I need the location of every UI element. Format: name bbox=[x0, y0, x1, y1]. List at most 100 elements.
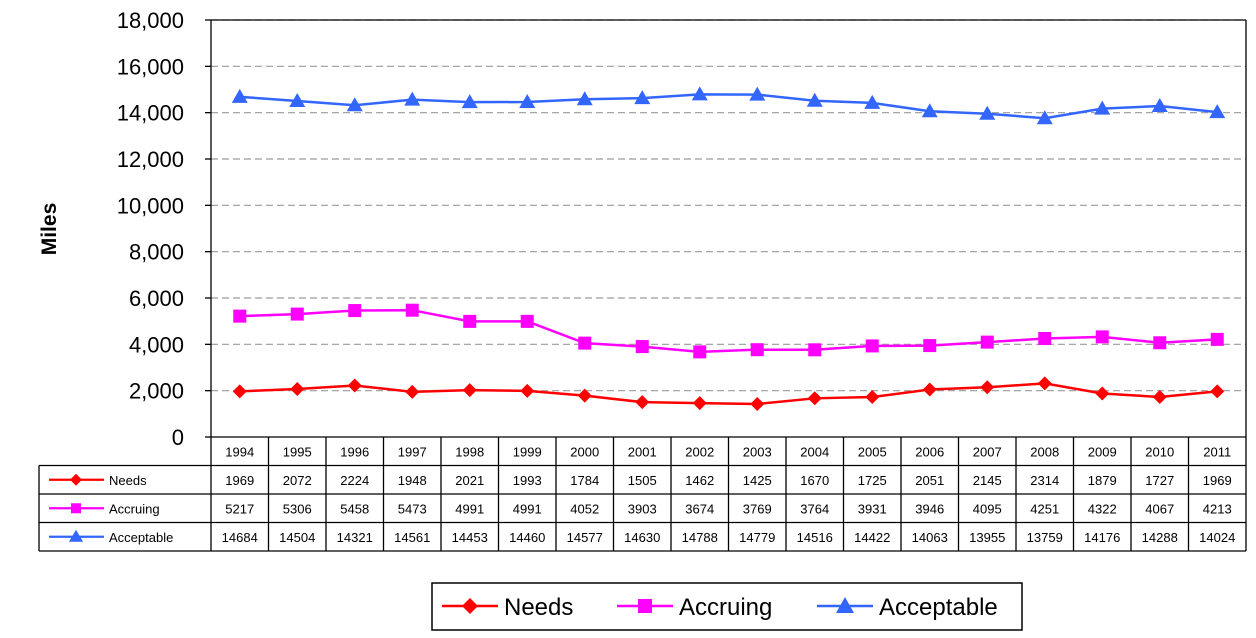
data-point-accruing bbox=[1210, 332, 1224, 346]
data-point-needs bbox=[980, 380, 995, 395]
table-cell: 2051 bbox=[915, 473, 944, 488]
table-cell: 4052 bbox=[570, 501, 599, 516]
data-point-acceptable bbox=[519, 94, 536, 109]
x-category-label: 2003 bbox=[743, 444, 772, 459]
table-series-label: Accruing bbox=[109, 501, 160, 516]
table-cell: 1969 bbox=[1203, 473, 1232, 488]
table-legend-key-marker bbox=[69, 529, 83, 542]
table-series-label: Needs bbox=[109, 473, 147, 488]
x-category-label: 2006 bbox=[915, 444, 944, 459]
data-point-needs bbox=[290, 381, 305, 396]
data-point-needs bbox=[462, 383, 477, 398]
table-legend-key-marker bbox=[71, 503, 81, 514]
series-line-accruing bbox=[239, 308, 1218, 354]
data-point-accruing bbox=[1153, 336, 1167, 350]
table-cell: 3769 bbox=[743, 501, 772, 516]
legend-label: Needs bbox=[504, 594, 573, 621]
y-axis-ticks: 0 2,000 4,000 6,000 8,000 10,000 12,000 14,000 1… bbox=[117, 8, 1247, 450]
table-cell: 14460 bbox=[509, 530, 545, 545]
table-cell: 5306 bbox=[283, 501, 312, 516]
series-lines bbox=[231, 86, 1226, 411]
legend-label: Accruing bbox=[679, 594, 772, 621]
legend-label: Acceptable bbox=[879, 594, 998, 621]
data-point-acceptable bbox=[749, 86, 766, 101]
x-category-label: 2004 bbox=[800, 444, 829, 459]
data-point-needs bbox=[520, 383, 535, 398]
table-cell: 14176 bbox=[1084, 530, 1120, 545]
x-category-label: 1999 bbox=[513, 444, 542, 459]
y-tick-label: 0 bbox=[172, 425, 184, 450]
data-point-needs bbox=[635, 395, 650, 410]
y-tick-label: 18,000 bbox=[117, 8, 184, 33]
data-point-acceptable bbox=[231, 88, 248, 103]
table-cell: 1505 bbox=[628, 473, 657, 488]
data-point-needs bbox=[1152, 389, 1167, 404]
x-category-label: 2007 bbox=[973, 444, 1002, 459]
table-cell: 14063 bbox=[912, 530, 948, 545]
data-point-needs bbox=[807, 391, 822, 406]
table-cell: 1879 bbox=[1088, 473, 1117, 488]
table-cell: 13759 bbox=[1027, 530, 1063, 545]
x-category-label: 2011 bbox=[1203, 444, 1231, 459]
data-point-accruing bbox=[290, 307, 304, 321]
table-cell: 14453 bbox=[452, 530, 488, 545]
table-cell: 1969 bbox=[225, 473, 254, 488]
table-cell: 13955 bbox=[969, 530, 1005, 545]
table-cell: 14516 bbox=[797, 530, 833, 545]
table-cell: 14321 bbox=[337, 530, 373, 545]
data-point-needs bbox=[750, 396, 765, 411]
x-category-label: 2000 bbox=[570, 444, 599, 459]
table-cell: 1425 bbox=[743, 473, 772, 488]
data-point-acceptable bbox=[979, 105, 996, 120]
table-cell: 1725 bbox=[858, 473, 887, 488]
data-point-acceptable bbox=[1209, 104, 1226, 119]
data-point-acceptable bbox=[404, 91, 421, 106]
data-point-accruing bbox=[865, 339, 879, 353]
data-point-accruing bbox=[808, 343, 822, 357]
data-point-accruing bbox=[233, 309, 247, 323]
data-point-needs bbox=[347, 378, 362, 393]
data-point-accruing bbox=[693, 345, 707, 359]
table-cell: 14561 bbox=[394, 530, 430, 545]
table-cell: 2314 bbox=[1030, 473, 1059, 488]
table-cell: 5473 bbox=[398, 501, 427, 516]
table-cell: 4322 bbox=[1088, 501, 1117, 516]
table-cell: 14577 bbox=[567, 530, 603, 545]
data-point-needs bbox=[1210, 384, 1225, 399]
table-cell: 1948 bbox=[398, 473, 427, 488]
table-cell: 3946 bbox=[915, 501, 944, 516]
data-point-accruing bbox=[1095, 330, 1109, 344]
data-point-accruing bbox=[463, 314, 477, 328]
table-cell: 14788 bbox=[682, 530, 718, 545]
data-point-needs bbox=[577, 388, 592, 403]
data-point-accruing bbox=[405, 303, 419, 317]
table-cell: 2072 bbox=[283, 473, 312, 488]
table-cell: 4251 bbox=[1030, 501, 1059, 516]
table-cell: 14504 bbox=[279, 530, 315, 545]
table-cell: 14684 bbox=[222, 530, 258, 545]
table-cell: 1462 bbox=[685, 473, 714, 488]
data-point-needs bbox=[1037, 376, 1052, 391]
y-tick-label: 10,000 bbox=[117, 193, 184, 218]
legend-box bbox=[431, 582, 1023, 631]
y-tick-label: 12,000 bbox=[117, 147, 184, 172]
x-category-label: 1994 bbox=[225, 444, 254, 459]
y-tick-label: 14,000 bbox=[117, 101, 184, 126]
x-category-label: 1998 bbox=[455, 444, 484, 459]
table-cell: 3674 bbox=[685, 501, 714, 516]
data-point-accruing bbox=[520, 314, 534, 328]
y-axis-label: Miles bbox=[38, 203, 61, 256]
table-cell: 3903 bbox=[628, 501, 657, 516]
table-cell: 2145 bbox=[973, 473, 1002, 488]
table-cell: 14422 bbox=[854, 530, 890, 545]
table-cell: 3764 bbox=[800, 501, 829, 516]
data-point-accruing bbox=[923, 339, 937, 353]
legend-key-marker bbox=[462, 598, 478, 614]
table-cell: 4095 bbox=[973, 501, 1002, 516]
x-category-label: 2001 bbox=[628, 444, 657, 459]
data-point-acceptable bbox=[1151, 97, 1168, 112]
data-table: 1994 1995 1996 1997 1998 1999 2000 2001 2002 2003… bbox=[38, 436, 1247, 552]
table-cell: 14288 bbox=[1142, 530, 1178, 545]
x-category-label: 1996 bbox=[340, 444, 369, 459]
data-point-acceptable bbox=[864, 94, 881, 109]
